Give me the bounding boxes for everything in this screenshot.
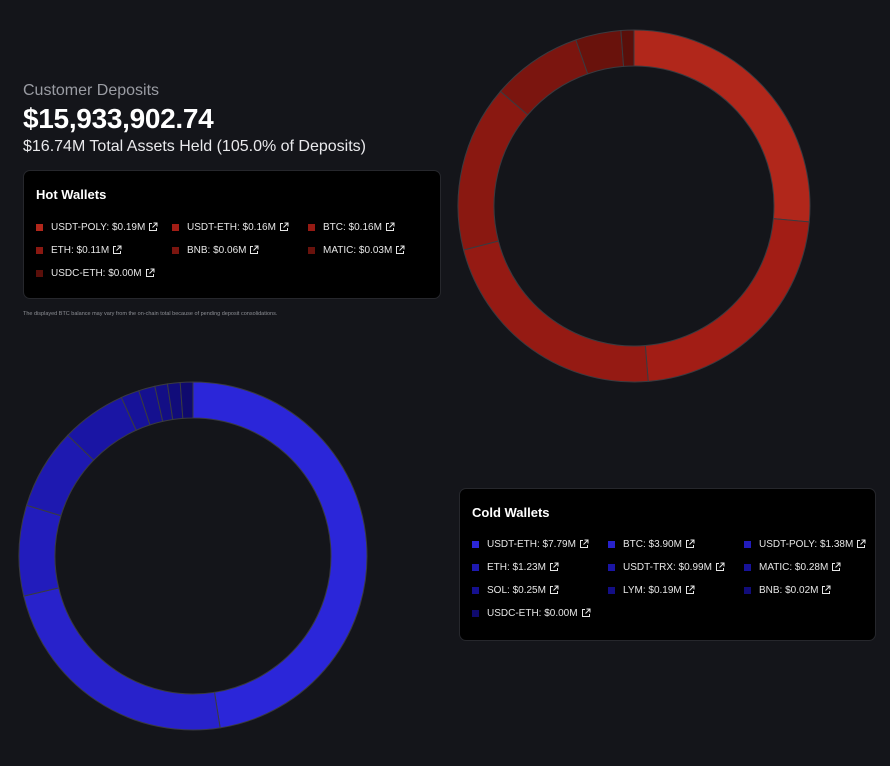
external-link-icon[interactable] [549, 585, 559, 595]
legend-label: MATIC: $0.28M [759, 561, 829, 573]
cold-wallets-card: Cold Wallets USDT-ETH: $7.79M BTC: $3.90M… [459, 488, 876, 641]
deposits-label: Customer Deposits [23, 82, 160, 99]
legend-swatch [608, 586, 615, 594]
btc-balance-note: The displayed BTC balance may vary from … [23, 311, 278, 317]
cold-wallet-legend-item[interactable]: ETH: $1.23M [472, 560, 608, 574]
legend-swatch [36, 246, 43, 254]
legend-swatch [172, 223, 179, 231]
legend-swatch [744, 540, 751, 548]
legend-label: ETH: $1.23M [487, 561, 546, 573]
legend-label: USDC-ETH: $0.00M [51, 267, 142, 279]
cold-slice-usdt-poly[interactable] [18, 504, 62, 597]
legend-swatch [472, 586, 479, 594]
hot-wallets-title: Hot Wallets [36, 187, 107, 202]
cold-wallet-legend-item[interactable]: USDT-POLY: $1.38M [744, 537, 874, 551]
external-link-icon[interactable] [685, 585, 695, 595]
external-link-icon[interactable] [385, 222, 395, 232]
external-link-icon[interactable] [145, 268, 155, 278]
legend-label: BNB: $0.02M [759, 584, 819, 596]
cold-wallet-legend-item[interactable]: LYM: $0.19M [608, 583, 744, 597]
external-link-icon[interactable] [112, 245, 122, 255]
hot-wallet-legend-item[interactable]: USDT-ETH: $0.16M [172, 220, 308, 234]
cold-wallets-donut-chart [18, 381, 368, 731]
legend-swatch [308, 246, 315, 254]
cold-wallet-legend-item[interactable]: SOL: $0.25M [472, 583, 608, 597]
legend-swatch [308, 223, 315, 231]
hot-slice-usdt-poly[interactable] [633, 29, 811, 223]
cold-wallets-legend: USDT-ETH: $7.79M BTC: $3.90M USDT-POLY: $1… [472, 537, 867, 620]
deposits-amount: $15,933,902.74 [23, 103, 214, 134]
hot-wallet-legend-item[interactable]: USDC-ETH: $0.00M [36, 266, 172, 280]
external-link-icon[interactable] [685, 539, 695, 549]
legend-label: LYM: $0.19M [623, 584, 682, 596]
external-link-icon[interactable] [579, 539, 589, 549]
cold-slice-usdc-eth[interactable] [179, 381, 194, 419]
legend-label: BNB: $0.06M [187, 244, 247, 256]
external-link-icon[interactable] [715, 562, 725, 572]
legend-label: BTC: $3.90M [623, 538, 682, 550]
external-link-icon[interactable] [581, 608, 591, 618]
cold-slice-btc[interactable] [23, 587, 221, 731]
hot-wallets-card: Hot Wallets USDT-POLY: $0.19M USDT-ETH: $… [23, 170, 441, 299]
hot-wallet-legend-item[interactable]: ETH: $0.11M [36, 243, 172, 257]
deposits-summary: Customer Deposits $15,933,902.74 $16.74M… [23, 82, 366, 157]
legend-swatch [36, 223, 43, 231]
external-link-icon[interactable] [395, 245, 405, 255]
hot-slice-eth[interactable] [457, 90, 529, 251]
legend-label: USDC-ETH: $0.00M [487, 607, 578, 619]
legend-label: SOL: $0.25M [487, 584, 546, 596]
cold-wallets-title: Cold Wallets [472, 505, 550, 520]
hot-wallets-donut-chart [457, 29, 811, 383]
legend-swatch [608, 540, 615, 548]
cold-wallet-legend-item[interactable]: USDT-TRX: $0.99M [608, 560, 744, 574]
legend-label: ETH: $0.11M [51, 244, 110, 256]
legend-swatch [744, 586, 751, 594]
external-link-icon[interactable] [856, 539, 866, 549]
legend-swatch [608, 563, 615, 571]
external-link-icon[interactable] [249, 245, 259, 255]
legend-label: USDT-POLY: $1.38M [759, 538, 854, 550]
total-assets-text: $16.74M Total Assets Held (105.0% of Dep… [23, 138, 366, 155]
external-link-icon[interactable] [549, 562, 559, 572]
external-link-icon[interactable] [148, 222, 158, 232]
hot-wallet-legend-item[interactable]: BTC: $0.16M [308, 220, 438, 234]
hot-slice-btc[interactable] [462, 240, 649, 383]
legend-swatch [744, 563, 751, 571]
legend-label: USDT-ETH: $0.16M [187, 221, 276, 233]
legend-swatch [472, 563, 479, 571]
hot-wallet-legend-item[interactable]: USDT-POLY: $0.19M [36, 220, 172, 234]
legend-label: USDT-POLY: $0.19M [51, 221, 146, 233]
hot-wallets-legend: USDT-POLY: $0.19M USDT-ETH: $0.16M BTC: $0… [36, 220, 432, 280]
cold-wallet-legend-item[interactable]: MATIC: $0.28M [744, 560, 874, 574]
hot-wallet-legend-item[interactable]: BNB: $0.06M [172, 243, 308, 257]
cold-wallet-legend-item[interactable]: USDT-ETH: $7.79M [472, 537, 608, 551]
cold-wallet-legend-item[interactable]: BNB: $0.02M [744, 583, 874, 597]
external-link-icon[interactable] [831, 562, 841, 572]
legend-label: USDT-ETH: $7.79M [487, 538, 576, 550]
cold-wallet-legend-item[interactable]: USDC-ETH: $0.00M [472, 606, 608, 620]
external-link-icon[interactable] [279, 222, 289, 232]
legend-swatch [472, 609, 479, 617]
legend-label: BTC: $0.16M [323, 221, 382, 233]
legend-swatch [472, 540, 479, 548]
legend-swatch [172, 246, 179, 254]
legend-label: MATIC: $0.03M [323, 244, 393, 256]
external-link-icon[interactable] [821, 585, 831, 595]
hot-slice-usdc-eth[interactable] [620, 29, 635, 67]
cold-wallet-legend-item[interactable]: BTC: $3.90M [608, 537, 744, 551]
hot-wallet-legend-item[interactable]: MATIC: $0.03M [308, 243, 438, 257]
legend-label: USDT-TRX: $0.99M [623, 561, 712, 573]
hot-slice-usdt-eth[interactable] [644, 218, 810, 382]
legend-swatch [36, 269, 43, 277]
cold-slice-usdt-eth[interactable] [192, 381, 368, 729]
